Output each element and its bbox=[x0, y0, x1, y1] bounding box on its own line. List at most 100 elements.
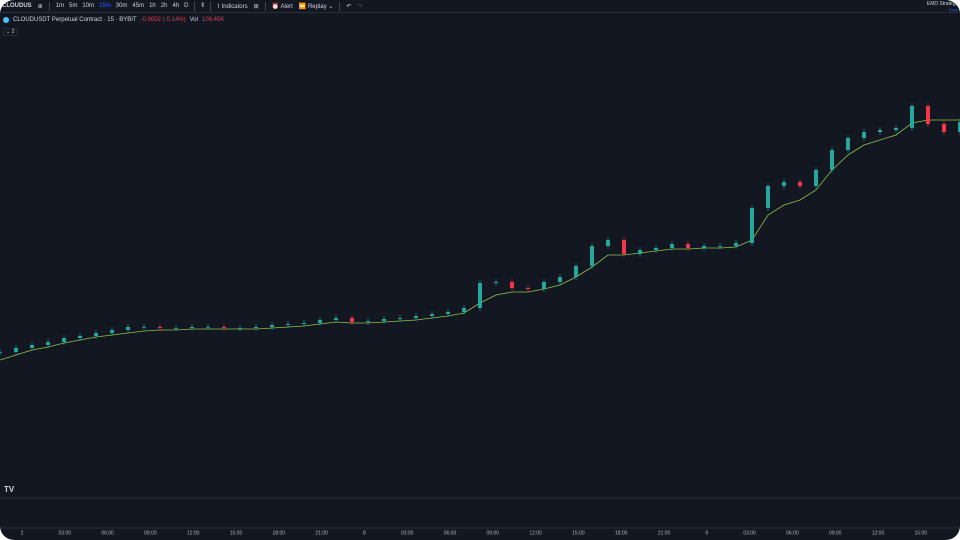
candle-body bbox=[446, 312, 450, 314]
time-label: 09:00 bbox=[144, 530, 157, 536]
candle-body bbox=[878, 130, 882, 132]
candle-body bbox=[510, 282, 514, 288]
interval-button[interactable]: 1h bbox=[149, 3, 156, 9]
candle-body bbox=[702, 246, 706, 248]
candle-body bbox=[126, 327, 130, 330]
candle-body bbox=[110, 330, 114, 333]
candle-body bbox=[942, 124, 946, 132]
time-label: 03:00 bbox=[59, 530, 72, 536]
time-label: 06:00 bbox=[786, 530, 799, 536]
candle-body bbox=[526, 288, 530, 289]
interval-button[interactable]: 15m bbox=[99, 3, 111, 9]
time-label: 15:00 bbox=[230, 530, 243, 536]
time-label: 18:00 bbox=[615, 530, 628, 536]
vol-value: 109.45K bbox=[201, 17, 225, 23]
candle-body bbox=[414, 316, 418, 318]
candle-body bbox=[766, 186, 770, 208]
candle-body bbox=[190, 327, 194, 328]
candle-body bbox=[398, 318, 402, 319]
time-label: 09:00 bbox=[829, 530, 842, 536]
time-label: 12:00 bbox=[187, 530, 200, 536]
candle-body bbox=[926, 106, 930, 124]
replay-button[interactable]: ⏪ Replay ⌄ bbox=[298, 3, 334, 10]
interval-button[interactable]: 5m bbox=[69, 3, 78, 9]
candle-body bbox=[318, 320, 322, 323]
indicators-button[interactable]: ⌇ Indicators bbox=[217, 3, 248, 10]
undo[interactable]: ↶ bbox=[346, 3, 352, 10]
time-label: 8 bbox=[363, 530, 366, 536]
candle-body bbox=[222, 327, 226, 328]
candle-body bbox=[238, 328, 242, 329]
interval-button[interactable]: 2h bbox=[160, 3, 168, 9]
candle-body bbox=[718, 246, 722, 247]
candle-body bbox=[142, 327, 146, 328]
alert-button[interactable]: ⏰ Alert bbox=[271, 3, 293, 10]
candle-body bbox=[14, 348, 18, 352]
candle-body bbox=[862, 132, 866, 138]
interval-button[interactable]: 10m bbox=[82, 3, 95, 9]
time-label: 06:00 bbox=[444, 530, 457, 536]
candle-body bbox=[894, 128, 898, 130]
legend: CLOUDUSDT Perpetual Contract · 15 · BYBI… bbox=[3, 17, 224, 23]
time-label: 03:00 bbox=[401, 530, 414, 536]
candle-body bbox=[542, 282, 546, 289]
separator bbox=[264, 1, 266, 11]
time-label: 12:00 bbox=[529, 530, 542, 536]
candle-body bbox=[174, 328, 178, 329]
time-label: 06:00 bbox=[101, 530, 114, 536]
candle-body bbox=[366, 321, 370, 322]
vol-label: Vol bbox=[189, 17, 198, 23]
interval-button[interactable]: 1m bbox=[55, 3, 65, 9]
candle-body bbox=[558, 277, 562, 282]
tv-logo: TV bbox=[4, 485, 15, 494]
strategy-box[interactable]: EMD Strategy Save bbox=[927, 1, 958, 13]
interval-button[interactable]: 4h bbox=[172, 3, 180, 9]
candle-body bbox=[462, 308, 466, 312]
indicators-label: Indicators bbox=[221, 3, 248, 10]
candle-body bbox=[430, 314, 434, 316]
interval-button[interactable]: 30m bbox=[115, 3, 128, 9]
separator bbox=[210, 1, 212, 11]
time-label: 15:00 bbox=[915, 530, 928, 536]
candle-body bbox=[334, 318, 338, 320]
symbol-logo bbox=[3, 17, 9, 23]
symbol[interactable]: CLOUDUS bbox=[2, 3, 32, 9]
redo[interactable]: ↷ bbox=[357, 3, 363, 10]
candle-body bbox=[590, 246, 594, 266]
strategy-name: EMD Strategy bbox=[926, 1, 958, 7]
candle-body bbox=[782, 182, 786, 186]
interval-button[interactable]: D bbox=[184, 3, 189, 9]
collapse-button[interactable]: ⌄ 2 bbox=[3, 28, 18, 36]
candle-body bbox=[638, 250, 642, 254]
candle-body bbox=[574, 266, 578, 277]
candle-body bbox=[46, 342, 50, 345]
save-label[interactable]: Save bbox=[948, 7, 958, 12]
chart-type[interactable]: ⫴ bbox=[201, 2, 205, 9]
candle-body bbox=[78, 336, 82, 338]
time-label: 9 bbox=[705, 530, 708, 536]
candle-body bbox=[814, 170, 818, 186]
separator bbox=[339, 1, 341, 11]
interval-button[interactable]: 45m bbox=[132, 3, 145, 9]
toolbar: CLOUDUS ⊕ 1m 5m 10m 15m 30m 45m 1h 2h 4h D ⫴ ⌇ In… bbox=[0, 0, 960, 13]
candle-body bbox=[686, 244, 690, 248]
candle-body bbox=[286, 324, 290, 325]
time-label: 21:00 bbox=[315, 530, 328, 536]
time-label: 09:00 bbox=[487, 530, 500, 536]
candle-body bbox=[606, 240, 610, 246]
candle-body bbox=[30, 345, 34, 348]
collapse-count: 2 bbox=[11, 29, 15, 35]
candle-body bbox=[494, 282, 498, 283]
candle-body bbox=[94, 333, 98, 336]
add-symbol[interactable]: ⊕ bbox=[37, 3, 43, 10]
time-label: 12:00 bbox=[872, 530, 885, 536]
time-label: 21:00 bbox=[658, 530, 671, 536]
candle-body bbox=[254, 327, 258, 328]
time-label: 2 bbox=[21, 530, 24, 536]
candle-body bbox=[270, 325, 274, 327]
replay-label: Replay bbox=[307, 3, 327, 10]
layouts[interactable]: ⊞ bbox=[253, 3, 259, 10]
alert-label: Alert bbox=[280, 3, 293, 10]
